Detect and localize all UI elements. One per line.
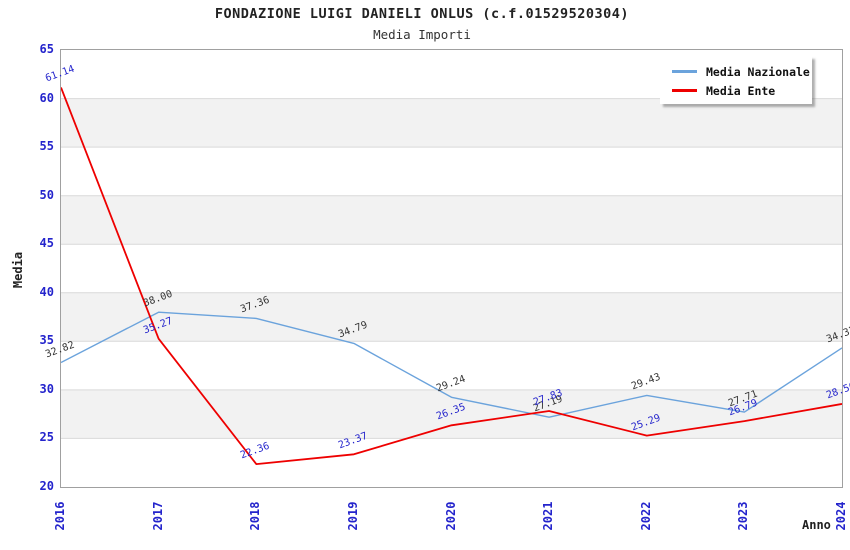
y-axis-label: Media: [11, 251, 25, 289]
x-tick-label: 2021: [541, 501, 556, 531]
y-tick-label: 30: [39, 381, 54, 396]
y-tick-label: 60: [39, 90, 54, 105]
x-tick-label: 2024: [834, 501, 848, 531]
x-tick-label: 2022: [638, 501, 653, 531]
y-tick-label: 50: [39, 187, 54, 202]
x-axis-label: Anno: [802, 518, 831, 532]
legend-label: Media Ente: [706, 83, 776, 98]
legend-label: Media Nazionale: [706, 64, 810, 79]
x-tick-label: 2023: [736, 501, 751, 531]
chart-title: FONDAZIONE LUIGI DANIELI ONLUS (c.f.0152…: [214, 6, 630, 22]
x-tick-label: 2016: [53, 501, 67, 531]
y-tick-label: 45: [39, 236, 54, 251]
legend-item: Media Ente: [672, 82, 812, 99]
x-tick-label: 2019: [345, 501, 360, 531]
plot-area: [60, 49, 843, 488]
y-tick-label: 25: [39, 430, 54, 445]
legend-line-swatch-icon: [672, 70, 697, 73]
y-tick-label: 40: [39, 284, 54, 299]
plot-canvas: [61, 87, 842, 466]
legend-item: Media Nazionale: [672, 63, 812, 80]
x-tick-label: 2018: [248, 501, 263, 531]
chart-subtitle: Media Importi: [373, 27, 471, 42]
y-tick-label: 65: [39, 42, 54, 56]
legend-line-swatch-icon: [672, 89, 697, 92]
x-tick-label: 2020: [443, 501, 458, 531]
legend: Media Nazionale Media Ente: [660, 56, 812, 104]
x-tick-label: 2017: [150, 501, 165, 531]
y-tick-label: 35: [39, 333, 54, 348]
y-tick-label: 55: [39, 139, 54, 154]
y-tick-label: 20: [39, 479, 54, 493]
